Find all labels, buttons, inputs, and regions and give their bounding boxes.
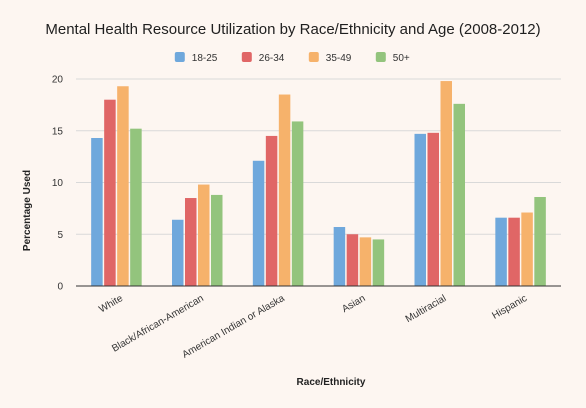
bar-black-african-american-26-34 — [185, 198, 197, 286]
x-axis-title: Race/Ethnicity — [297, 377, 366, 388]
legend-swatch-50 — [375, 52, 386, 62]
bar-black-african-american-35-49 — [198, 184, 210, 286]
bar-asian-35-49 — [359, 237, 372, 286]
legend-label: 35-49 — [326, 53, 352, 64]
bar-multiracial-26-34 — [427, 132, 439, 286]
bar-american-indian-or-alaska-18-25 — [252, 160, 265, 286]
legend-swatch-35-49 — [308, 52, 319, 62]
bar-american-indian-or-alaska-50 — [291, 121, 304, 286]
x-tick-label: White — [97, 293, 125, 316]
bar-multiracial-50 — [453, 103, 465, 286]
bar-white-18-25 — [91, 137, 103, 286]
bar-multiracial-18-25 — [414, 133, 426, 286]
bar-black-african-american-18-25 — [172, 219, 184, 286]
legend-label: 50+ — [393, 53, 410, 64]
legend-label: 18-25 — [192, 53, 218, 64]
gridlines — [76, 78, 561, 235]
y-axis-title: Percentage Used — [22, 170, 33, 251]
y-tick-label: 20 — [52, 75, 64, 86]
bar-black-african-american-50 — [211, 194, 223, 286]
bar-white-35-49 — [117, 86, 129, 287]
bar-multiracial-35-49 — [440, 81, 452, 286]
bar-asian-26-34 — [346, 234, 359, 286]
bar-hispanic-50 — [534, 196, 546, 286]
bar-american-indian-or-alaska-26-34 — [265, 135, 278, 286]
y-axis-ticks: 0 5 10 15 20 — [52, 75, 64, 293]
legend-label: 26-34 — [259, 53, 285, 64]
y-tick-label: 15 — [52, 126, 64, 137]
x-tick-label: Multiracial — [404, 293, 448, 325]
legend: 18-25 26-34 35-49 50+ — [174, 52, 410, 64]
bar-asian-18-25 — [333, 227, 346, 286]
legend-swatch-18-25 — [174, 52, 185, 62]
x-tick-label: Hispanic — [490, 293, 529, 322]
legend-swatch-26-34 — [241, 52, 252, 62]
bar-hispanic-35-49 — [521, 212, 533, 286]
bar-white-26-34 — [104, 99, 116, 286]
y-tick-label: 0 — [57, 282, 63, 293]
bar-asian-50 — [372, 239, 385, 286]
chart-title: Mental Health Resource Utilization by Ra… — [45, 21, 540, 38]
bar-white-50 — [130, 128, 142, 286]
x-tick-label: Asian — [340, 293, 367, 315]
bar-american-indian-or-alaska-35-49 — [278, 94, 291, 287]
y-tick-label: 10 — [52, 178, 64, 189]
bar-hispanic-18-25 — [495, 217, 507, 286]
y-tick-label: 5 — [57, 230, 63, 241]
bar-hispanic-26-34 — [508, 217, 520, 286]
bars — [91, 81, 546, 287]
